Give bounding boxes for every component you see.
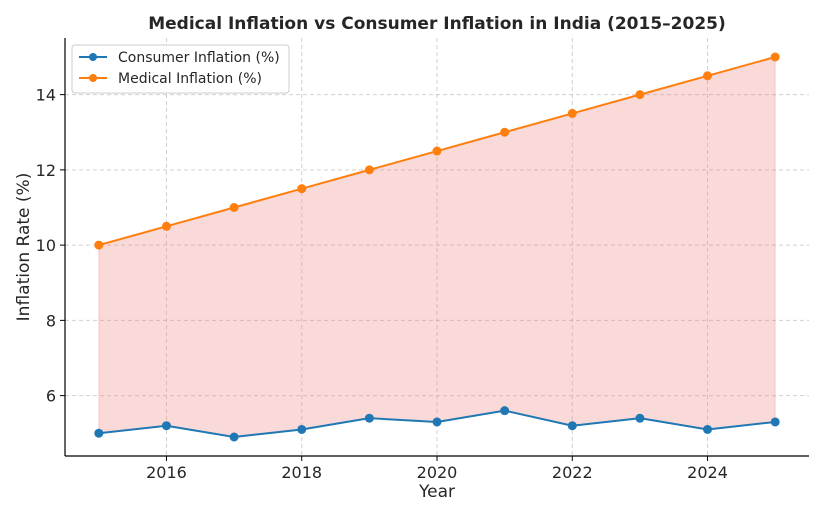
data-point-medical	[161, 221, 171, 231]
data-point-medical	[229, 202, 239, 212]
legend-marker-medical	[89, 74, 97, 82]
data-point-medical	[500, 127, 510, 137]
data-point-consumer	[94, 428, 104, 438]
x-tick-label: 2016	[146, 463, 187, 482]
x-tick-label: 2020	[417, 463, 458, 482]
data-point-medical	[635, 90, 645, 100]
legend-label-consumer: Consumer Inflation (%)	[118, 50, 280, 66]
y-tick-label: 12	[36, 161, 56, 180]
x-tick-label: 2018	[281, 463, 322, 482]
legend: Consumer Inflation (%) Medical Inflation…	[71, 44, 290, 94]
data-point-medical	[567, 108, 577, 118]
grid	[65, 38, 809, 456]
data-point-consumer	[161, 421, 171, 431]
data-point-consumer	[770, 417, 780, 427]
data-point-consumer	[635, 413, 645, 423]
data-point-consumer	[703, 424, 713, 434]
legend-box	[71, 44, 290, 94]
chart-title: Medical Inflation vs Consumer Inflation …	[148, 14, 726, 34]
data-point-consumer	[500, 406, 510, 416]
legend-marker-consumer	[89, 53, 97, 61]
data-point-medical	[432, 146, 442, 156]
legend-label-medical: Medical Inflation (%)	[118, 71, 262, 87]
x-tick-label: 2024	[687, 463, 728, 482]
data-point-medical	[297, 184, 307, 194]
data-point-medical	[703, 71, 713, 81]
series-group	[94, 52, 780, 442]
data-point-consumer	[297, 424, 307, 434]
y-axis-label: Inflation Rate (%)	[14, 173, 34, 322]
data-point-medical	[770, 52, 780, 62]
fill-area	[98, 56, 776, 438]
data-point-consumer	[432, 417, 442, 427]
y-tick-label: 6	[46, 387, 56, 406]
y-tick-label: 14	[36, 86, 56, 105]
x-tick-label: 2022	[552, 463, 593, 482]
data-point-medical	[94, 240, 104, 250]
fill-between-area	[98, 56, 776, 438]
data-point-medical	[364, 165, 374, 175]
data-point-consumer	[229, 432, 239, 442]
data-point-consumer	[364, 413, 374, 423]
y-tick-label: 8	[46, 311, 56, 330]
data-point-consumer	[567, 421, 577, 431]
y-tick-label: 10	[36, 236, 56, 255]
ticks: 2016 2018 2020 2022 2024 6 8 10 12 14	[36, 86, 728, 482]
x-axis-label: Year	[418, 482, 455, 502]
